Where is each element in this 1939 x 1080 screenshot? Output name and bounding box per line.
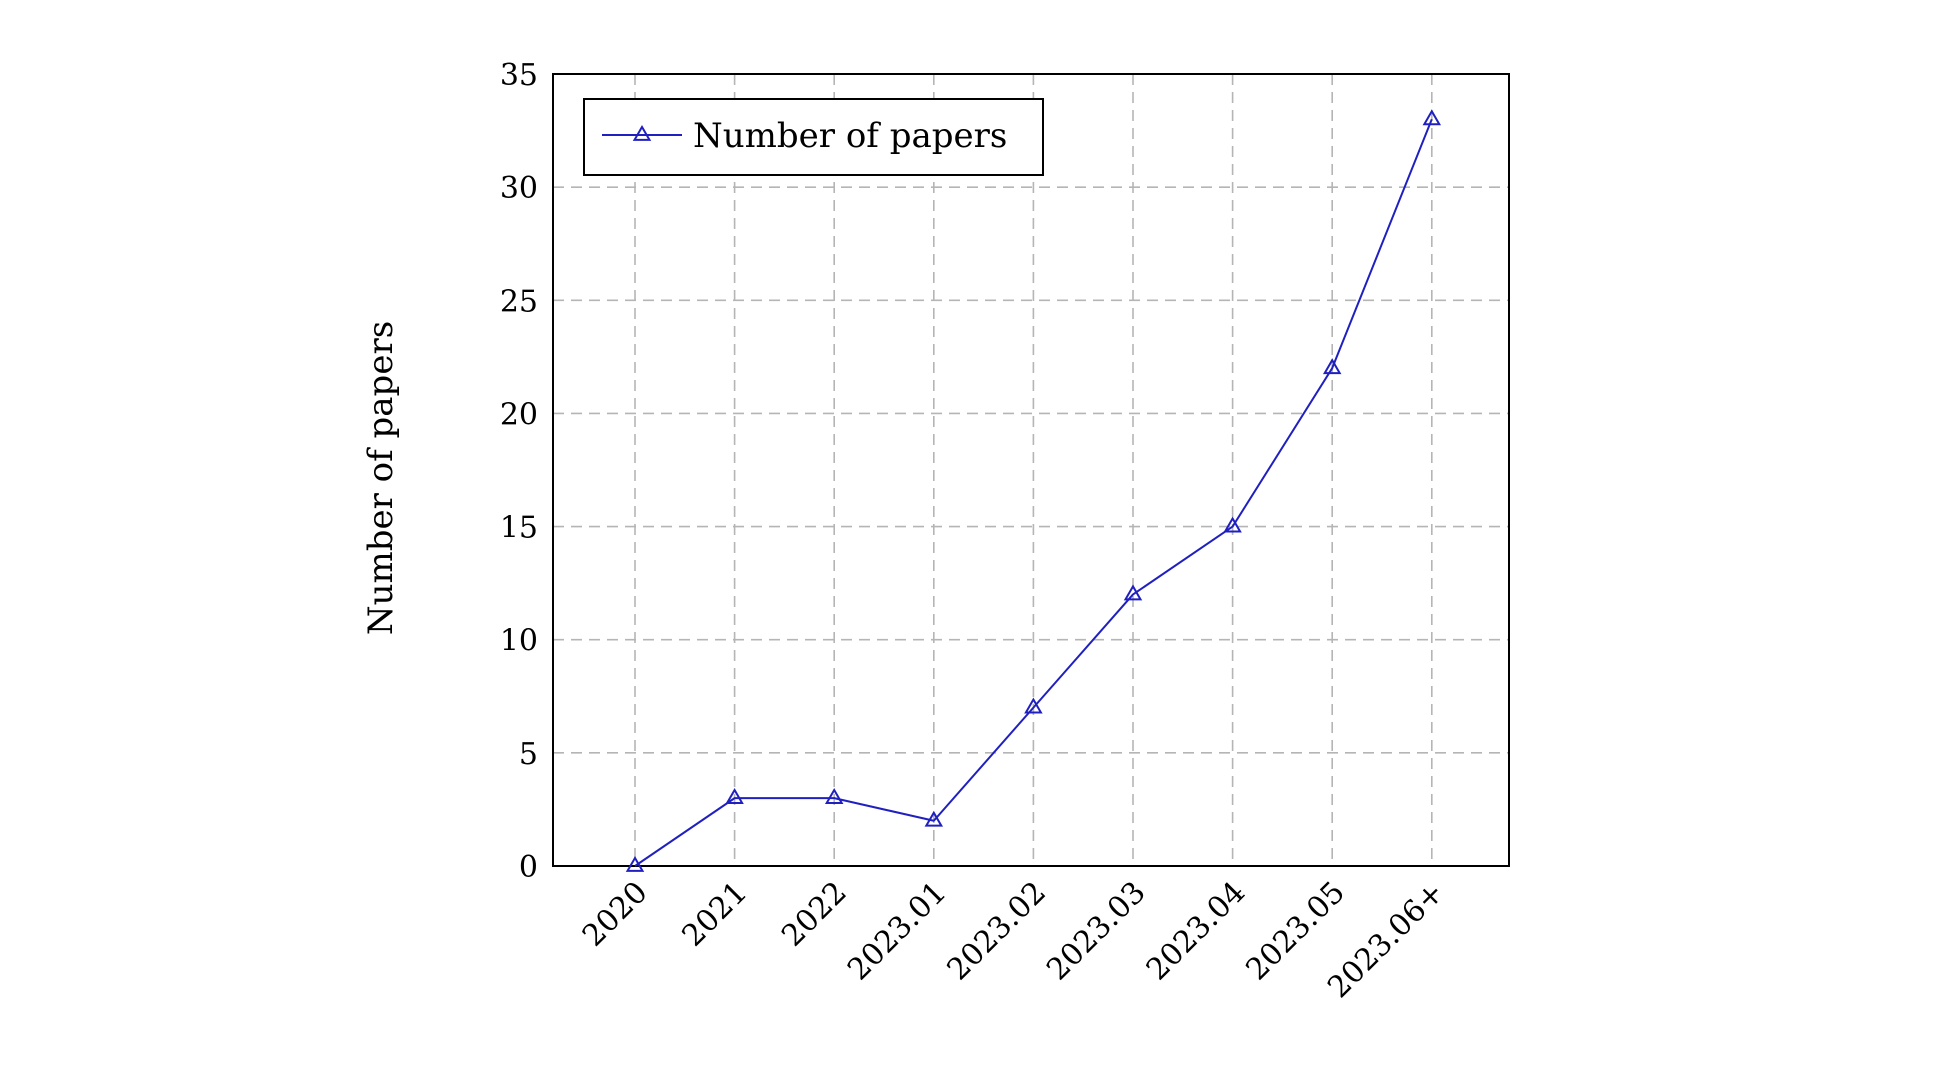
data-point-marker — [1123, 584, 1143, 601]
y-tick-label: 15 — [500, 511, 538, 546]
series-layer — [625, 109, 1442, 872]
y-tick-label: 0 — [519, 850, 538, 885]
data-point-marker — [725, 788, 744, 805]
legend-box — [583, 98, 1044, 176]
x-tick-label: 2022 — [775, 875, 854, 954]
y-tick-labels: 0 5 10 15 20 25 30 35 — [500, 58, 538, 885]
legend: Number of papers — [583, 98, 1044, 176]
data-point-marker — [924, 810, 944, 827]
x-tick-label: 2023.02 — [941, 875, 1053, 987]
x-tick-label: 2023.04 — [1140, 875, 1252, 987]
data-point-marker — [625, 855, 645, 872]
data-point-marker — [1422, 109, 1442, 126]
x-tick-label: 2020 — [576, 875, 655, 954]
y-tick-label: 5 — [519, 737, 538, 772]
data-point-marker — [1024, 697, 1043, 714]
x-tick-label: 2021 — [676, 875, 755, 954]
legend-label: Number of papers — [693, 116, 1007, 156]
x-tick-label: 2023.03 — [1040, 875, 1152, 987]
y-tick-label: 30 — [500, 171, 538, 206]
plot-area-frame — [552, 73, 1510, 867]
grid-layer — [553, 74, 1509, 866]
y-tick-label: 20 — [500, 397, 538, 432]
y-tick-label: 35 — [500, 58, 538, 93]
series-line — [634, 118, 1433, 867]
data-point-marker — [824, 788, 844, 805]
y-axis-title: Number of papers — [361, 321, 401, 635]
y-tick-label: 25 — [500, 284, 538, 319]
x-tick-label: 2023.01 — [841, 875, 953, 987]
x-tick-labels: 2020 2021 20222023.012023.022023.032023.04… — [576, 875, 1452, 1005]
y-tick-label: 10 — [500, 624, 538, 659]
data-point-marker — [1322, 358, 1342, 375]
data-point-marker — [1223, 516, 1242, 533]
legend-triangle-marker — [632, 124, 652, 141]
